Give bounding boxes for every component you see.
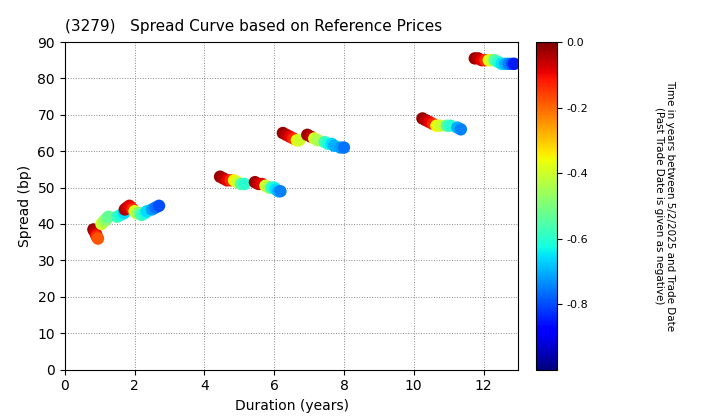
Point [284, 133, 296, 140]
Point [225, 177, 236, 184]
Point [228, 177, 240, 184]
Point [496, 60, 508, 67]
Point [119, 206, 130, 213]
Point [489, 57, 500, 63]
Point [150, 204, 161, 211]
Point [139, 210, 150, 216]
Point [305, 133, 317, 140]
Point [503, 60, 514, 67]
Point [235, 181, 247, 187]
Point [420, 117, 432, 123]
Point [434, 122, 446, 129]
Point [508, 60, 520, 67]
Point [136, 212, 148, 218]
Point [291, 137, 302, 144]
Point [118, 210, 130, 216]
Point [88, 226, 99, 233]
Point [335, 144, 346, 151]
Point [153, 202, 165, 209]
Point [217, 175, 229, 182]
Point [129, 208, 140, 215]
Point [451, 124, 463, 131]
Point [308, 135, 320, 142]
Point [274, 188, 286, 194]
Point [124, 202, 135, 209]
Point [97, 219, 109, 226]
Point [417, 115, 428, 122]
Point [506, 60, 518, 67]
Point [146, 206, 158, 213]
Point [221, 177, 233, 184]
Point [101, 215, 112, 222]
Y-axis label: Time in years between 5/2/2025 and Trade Date
(Past Trade Date is given as negat: Time in years between 5/2/2025 and Trade… [654, 80, 675, 331]
Point [91, 231, 102, 238]
Point [134, 210, 145, 216]
Point [121, 204, 132, 211]
Point [141, 208, 153, 215]
Point [480, 57, 491, 63]
Point [445, 122, 456, 129]
Point [249, 179, 261, 186]
Point [127, 206, 138, 213]
Point [256, 181, 268, 187]
Point [266, 184, 277, 191]
Point [130, 210, 142, 216]
Point [441, 122, 453, 129]
Point [431, 122, 442, 129]
Point [125, 204, 137, 211]
Point [492, 59, 504, 66]
Point [455, 126, 467, 133]
Point [277, 130, 289, 136]
Point [281, 131, 292, 138]
Point [270, 186, 282, 193]
X-axis label: Duration (years): Duration (years) [235, 399, 348, 413]
Point [115, 212, 127, 218]
Point [263, 184, 274, 191]
Y-axis label: Spread (bp): Spread (bp) [18, 165, 32, 247]
Point [90, 230, 102, 236]
Point [338, 144, 350, 151]
Point [269, 184, 280, 191]
Point [287, 135, 299, 142]
Point [273, 188, 284, 194]
Point [469, 55, 480, 62]
Point [112, 213, 123, 220]
Point [132, 210, 144, 216]
Point [326, 141, 338, 147]
Point [328, 142, 340, 149]
Point [215, 173, 226, 180]
Point [312, 137, 323, 144]
Text: (3279)   Spread Curve based on Reference Prices: (3279) Spread Curve based on Reference P… [65, 19, 442, 34]
Point [485, 57, 497, 63]
Point [483, 57, 495, 63]
Point [239, 181, 251, 187]
Point [472, 55, 484, 62]
Point [89, 228, 100, 235]
Point [253, 181, 264, 187]
Point [500, 60, 511, 67]
Point [427, 121, 438, 127]
Point [96, 220, 107, 227]
Point [294, 137, 305, 144]
Point [319, 139, 330, 145]
Point [302, 131, 313, 138]
Point [99, 217, 111, 224]
Point [476, 57, 487, 63]
Point [423, 119, 435, 126]
Point [232, 179, 243, 186]
Point [323, 141, 334, 147]
Point [92, 235, 104, 242]
Point [103, 213, 114, 220]
Point [260, 182, 271, 189]
Point [91, 234, 103, 240]
